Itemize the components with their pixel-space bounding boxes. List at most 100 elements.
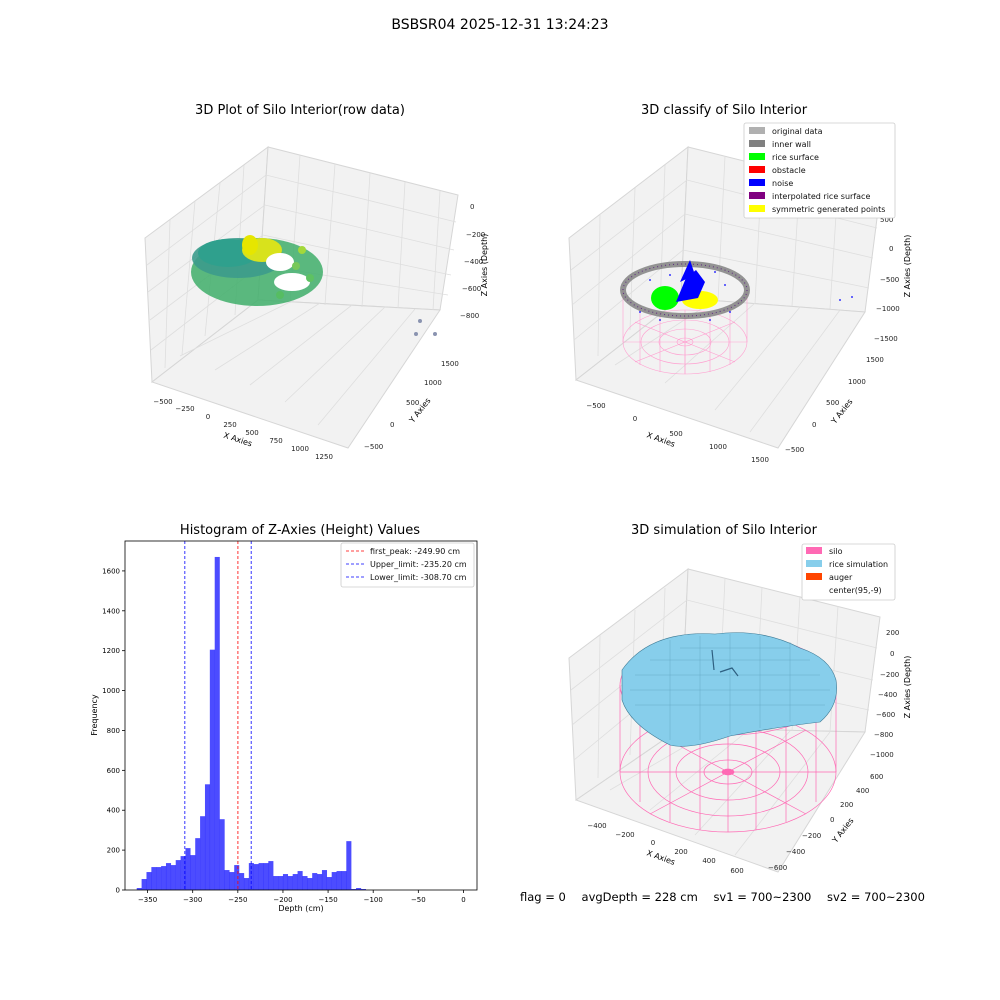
classify-legend-label: inner wall	[772, 140, 811, 149]
histogram-bar	[170, 865, 176, 890]
histogram-bar	[243, 878, 250, 890]
raw-ytick: 500	[406, 399, 419, 407]
classify-ztick: −1500	[874, 335, 898, 343]
histogram-xtick-label: −150	[318, 896, 337, 904]
simulation-ytick: 200	[840, 801, 853, 809]
raw-outlier-points	[414, 319, 437, 336]
classify-ytick: 500	[826, 399, 839, 407]
simulation-auger	[711, 649, 739, 677]
histogram-bar	[287, 876, 293, 890]
histogram-bar	[282, 874, 289, 890]
classify-ytick: 1500	[866, 356, 884, 364]
histogram-bar	[317, 874, 323, 890]
histogram-ytick-label: 1200	[102, 647, 120, 655]
raw-xtick: 1000	[291, 445, 309, 453]
histogram-bar	[200, 816, 206, 890]
avg-depth-text: avgDepth = 228 cm	[581, 890, 698, 904]
simulation-legend-label: center(95,-9)	[829, 586, 882, 595]
histogram-bar	[161, 866, 167, 890]
raw-xticks: −500 −250 0 250 500 750 1000 1250	[153, 398, 333, 461]
histogram-frame	[124, 540, 478, 891]
histogram-xtick-label: −200	[273, 896, 292, 904]
sv1-text: sv1 = 700~2300	[713, 890, 812, 904]
histogram-bar	[151, 867, 157, 890]
raw-3d-plot[interactable]: −500 −250 0 250 500 750 1000 1250 X Axie…	[0, 0, 500, 500]
simulation-ytick: −600	[768, 864, 787, 872]
raw-ytick: 0	[390, 421, 394, 429]
raw-ytick: 1000	[424, 379, 442, 387]
simulation-ztick: 200	[886, 629, 899, 637]
histogram-legend-label: Lower_limit: -308.70 cm	[370, 573, 467, 582]
histogram-legend-label: Upper_limit: -235.20 cm	[370, 560, 467, 569]
classify-legend-swatch	[749, 127, 765, 134]
classify-legend-swatch	[749, 192, 765, 199]
classify-legend-label: original data	[772, 127, 823, 136]
raw-ytick: 1500	[441, 360, 459, 368]
histogram-xlabel: Depth (cm)	[278, 904, 323, 913]
histogram-bar	[165, 863, 172, 890]
classify-plot-title: 3D classify of Silo Interior	[640, 103, 808, 118]
histogram-xtick-label: −250	[228, 896, 247, 904]
simulation-legend-swatch	[806, 573, 822, 580]
histogram-xtick-label: −100	[364, 896, 383, 904]
histogram-bar	[234, 865, 240, 890]
histogram-bar	[302, 876, 308, 890]
histogram-bar	[136, 888, 142, 890]
histogram-chart[interactable]: −350 −300 −250 −200 −150 −100 −50 0 0 200 400 600 80…	[0, 500, 500, 920]
histogram-bar	[156, 867, 162, 890]
histogram-bar	[229, 872, 235, 890]
histogram-bar	[141, 879, 147, 890]
simulation-plot-title: 3D simulation of Silo Interior	[631, 523, 817, 538]
histogram-bar	[175, 860, 181, 890]
classify-3d-plot[interactable]: −500 0 500 1000 1500 X Axies −500 0 500 …	[500, 0, 1000, 500]
classify-legend-swatch	[749, 153, 765, 160]
simulation-3d-plot[interactable]: −400 −200 0 200 400 600 X Axies −600 −40…	[500, 500, 1000, 890]
simulation-ztick: −1000	[870, 751, 894, 759]
histogram-xtick-label: −350	[138, 896, 157, 904]
histogram-ytick-label: 1000	[102, 687, 120, 695]
histogram-bar	[278, 876, 284, 890]
classify-xtick: 1500	[751, 456, 769, 464]
histogram-bar	[273, 876, 279, 890]
classify-ytick: 1000	[848, 378, 866, 386]
classify-legend-label: interpolated rice surface	[772, 192, 870, 201]
histogram-bar	[312, 873, 318, 890]
histogram-bar	[239, 873, 245, 890]
classify-xtick: 500	[669, 430, 682, 438]
raw-xtick: −250	[175, 405, 194, 413]
histogram-axes: −350 −300 −250 −200 −150 −100 −50 0 0 200 400 600 80…	[102, 540, 478, 904]
histogram-bar	[292, 874, 298, 890]
classify-zlabel: Z Axies (Depth)	[903, 235, 912, 298]
histogram-bar	[214, 556, 220, 890]
simulation-xtick: −400	[587, 822, 606, 830]
raw-xtick: 250	[223, 421, 236, 429]
histogram-bar	[268, 861, 274, 890]
simulation-ytick: −200	[802, 832, 821, 840]
raw-zticks: 0 −200 −400 −600 −800	[460, 203, 485, 320]
histogram-legend-label: first_peak: -249.90 cm	[370, 547, 460, 556]
histogram-bar	[190, 855, 196, 890]
simulation-ztick: −200	[880, 671, 899, 679]
status-footer: flag = 0 avgDepth = 228 cm sv1 = 700~230…	[520, 890, 937, 904]
histogram-bar	[253, 864, 259, 890]
histogram-bar	[356, 888, 362, 890]
classify-legend-label: noise	[772, 179, 793, 188]
simulation-xtick: −200	[615, 831, 634, 839]
simulation-legend-label: auger	[829, 573, 853, 582]
simulation-legend-swatch	[806, 547, 822, 554]
histogram-bar	[185, 848, 191, 890]
histogram-reference-lines	[184, 541, 252, 890]
classify-ytick: 0	[812, 421, 816, 429]
simulation-ytick: 400	[856, 787, 869, 795]
raw-xtick: 0	[206, 413, 210, 421]
sv2-text: sv2 = 700~2300	[827, 890, 925, 904]
classify-legend-swatch	[749, 140, 765, 147]
histogram-bar	[321, 870, 328, 890]
classify-ztick: 0	[889, 245, 893, 253]
histogram-ytick-label: 600	[107, 767, 120, 775]
histogram-bar	[204, 784, 211, 890]
histogram-bar	[219, 819, 225, 890]
histogram-xtick-label: 0	[461, 896, 465, 904]
histogram-bar	[331, 872, 337, 890]
classify-ytick: −500	[785, 446, 804, 454]
